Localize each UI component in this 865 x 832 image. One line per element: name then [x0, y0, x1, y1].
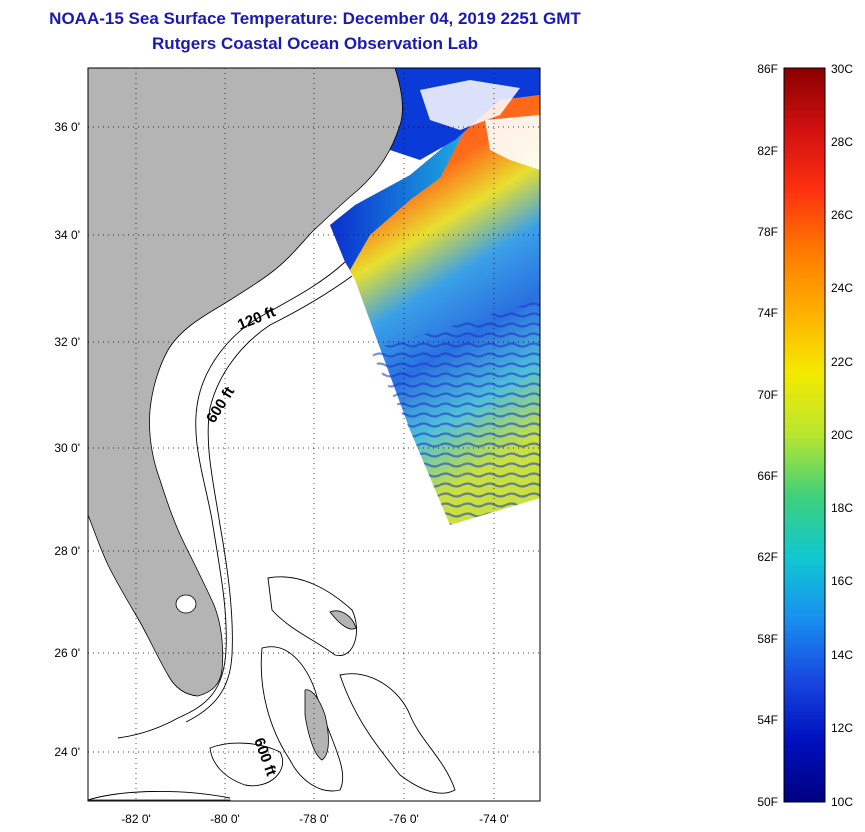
lat-label: 36 0'	[54, 120, 80, 134]
c-label: 26C	[831, 208, 853, 222]
lat-label: 34 0'	[54, 228, 80, 242]
latitude-labels: 36 0' 34 0' 32 0' 30 0' 28 0' 26 0' 24 0…	[54, 120, 80, 759]
longitude-labels: -82 0' -80 0' -78 0' -76 0' -74 0'	[121, 812, 509, 826]
f-label: 54F	[757, 713, 778, 727]
c-label: 18C	[831, 501, 853, 515]
f-label: 78F	[757, 225, 778, 239]
lat-label: 24 0'	[54, 745, 80, 759]
c-label: 14C	[831, 648, 853, 662]
c-label: 22C	[831, 355, 853, 369]
lon-label: -74 0'	[479, 812, 509, 826]
map-subtitle: Rutgers Coastal Ocean Observation Lab	[152, 34, 478, 53]
f-label: 86F	[757, 62, 778, 76]
c-label: 30C	[831, 62, 853, 76]
lat-label: 32 0'	[54, 335, 80, 349]
map-title: NOAA-15 Sea Surface Temperature: Decembe…	[49, 9, 581, 28]
colorbar-f-labels: 86F 82F 78F 74F 70F 66F 62F 58F 54F 50F	[757, 62, 778, 809]
lat-label: 26 0'	[54, 646, 80, 660]
c-label: 10C	[831, 795, 853, 809]
f-label: 66F	[757, 469, 778, 483]
sst-swath	[330, 68, 540, 525]
lon-label: -80 0'	[210, 812, 240, 826]
c-label: 24C	[831, 281, 853, 295]
c-label: 16C	[831, 574, 853, 588]
lon-label: -76 0'	[389, 812, 419, 826]
colorbar-c-labels: 30C 28C 26C 24C 22C 20C 18C 16C 14C 12C …	[831, 62, 853, 809]
f-label: 62F	[757, 550, 778, 564]
f-label: 58F	[757, 632, 778, 646]
colorbar-scale	[783, 67, 826, 803]
c-label: 12C	[831, 721, 853, 735]
c-label: 20C	[831, 428, 853, 442]
f-label: 70F	[757, 388, 778, 402]
graticule	[88, 68, 540, 801]
land	[87, 67, 403, 802]
f-label: 50F	[757, 795, 778, 809]
lat-label: 28 0'	[54, 544, 80, 558]
lon-label: -82 0'	[121, 812, 151, 826]
lat-label: 30 0'	[54, 441, 80, 455]
lon-label: -78 0'	[299, 812, 329, 826]
f-label: 74F	[757, 306, 778, 320]
c-label: 28C	[831, 135, 853, 149]
shelf-contours	[87, 261, 456, 801]
f-label: 82F	[757, 144, 778, 158]
